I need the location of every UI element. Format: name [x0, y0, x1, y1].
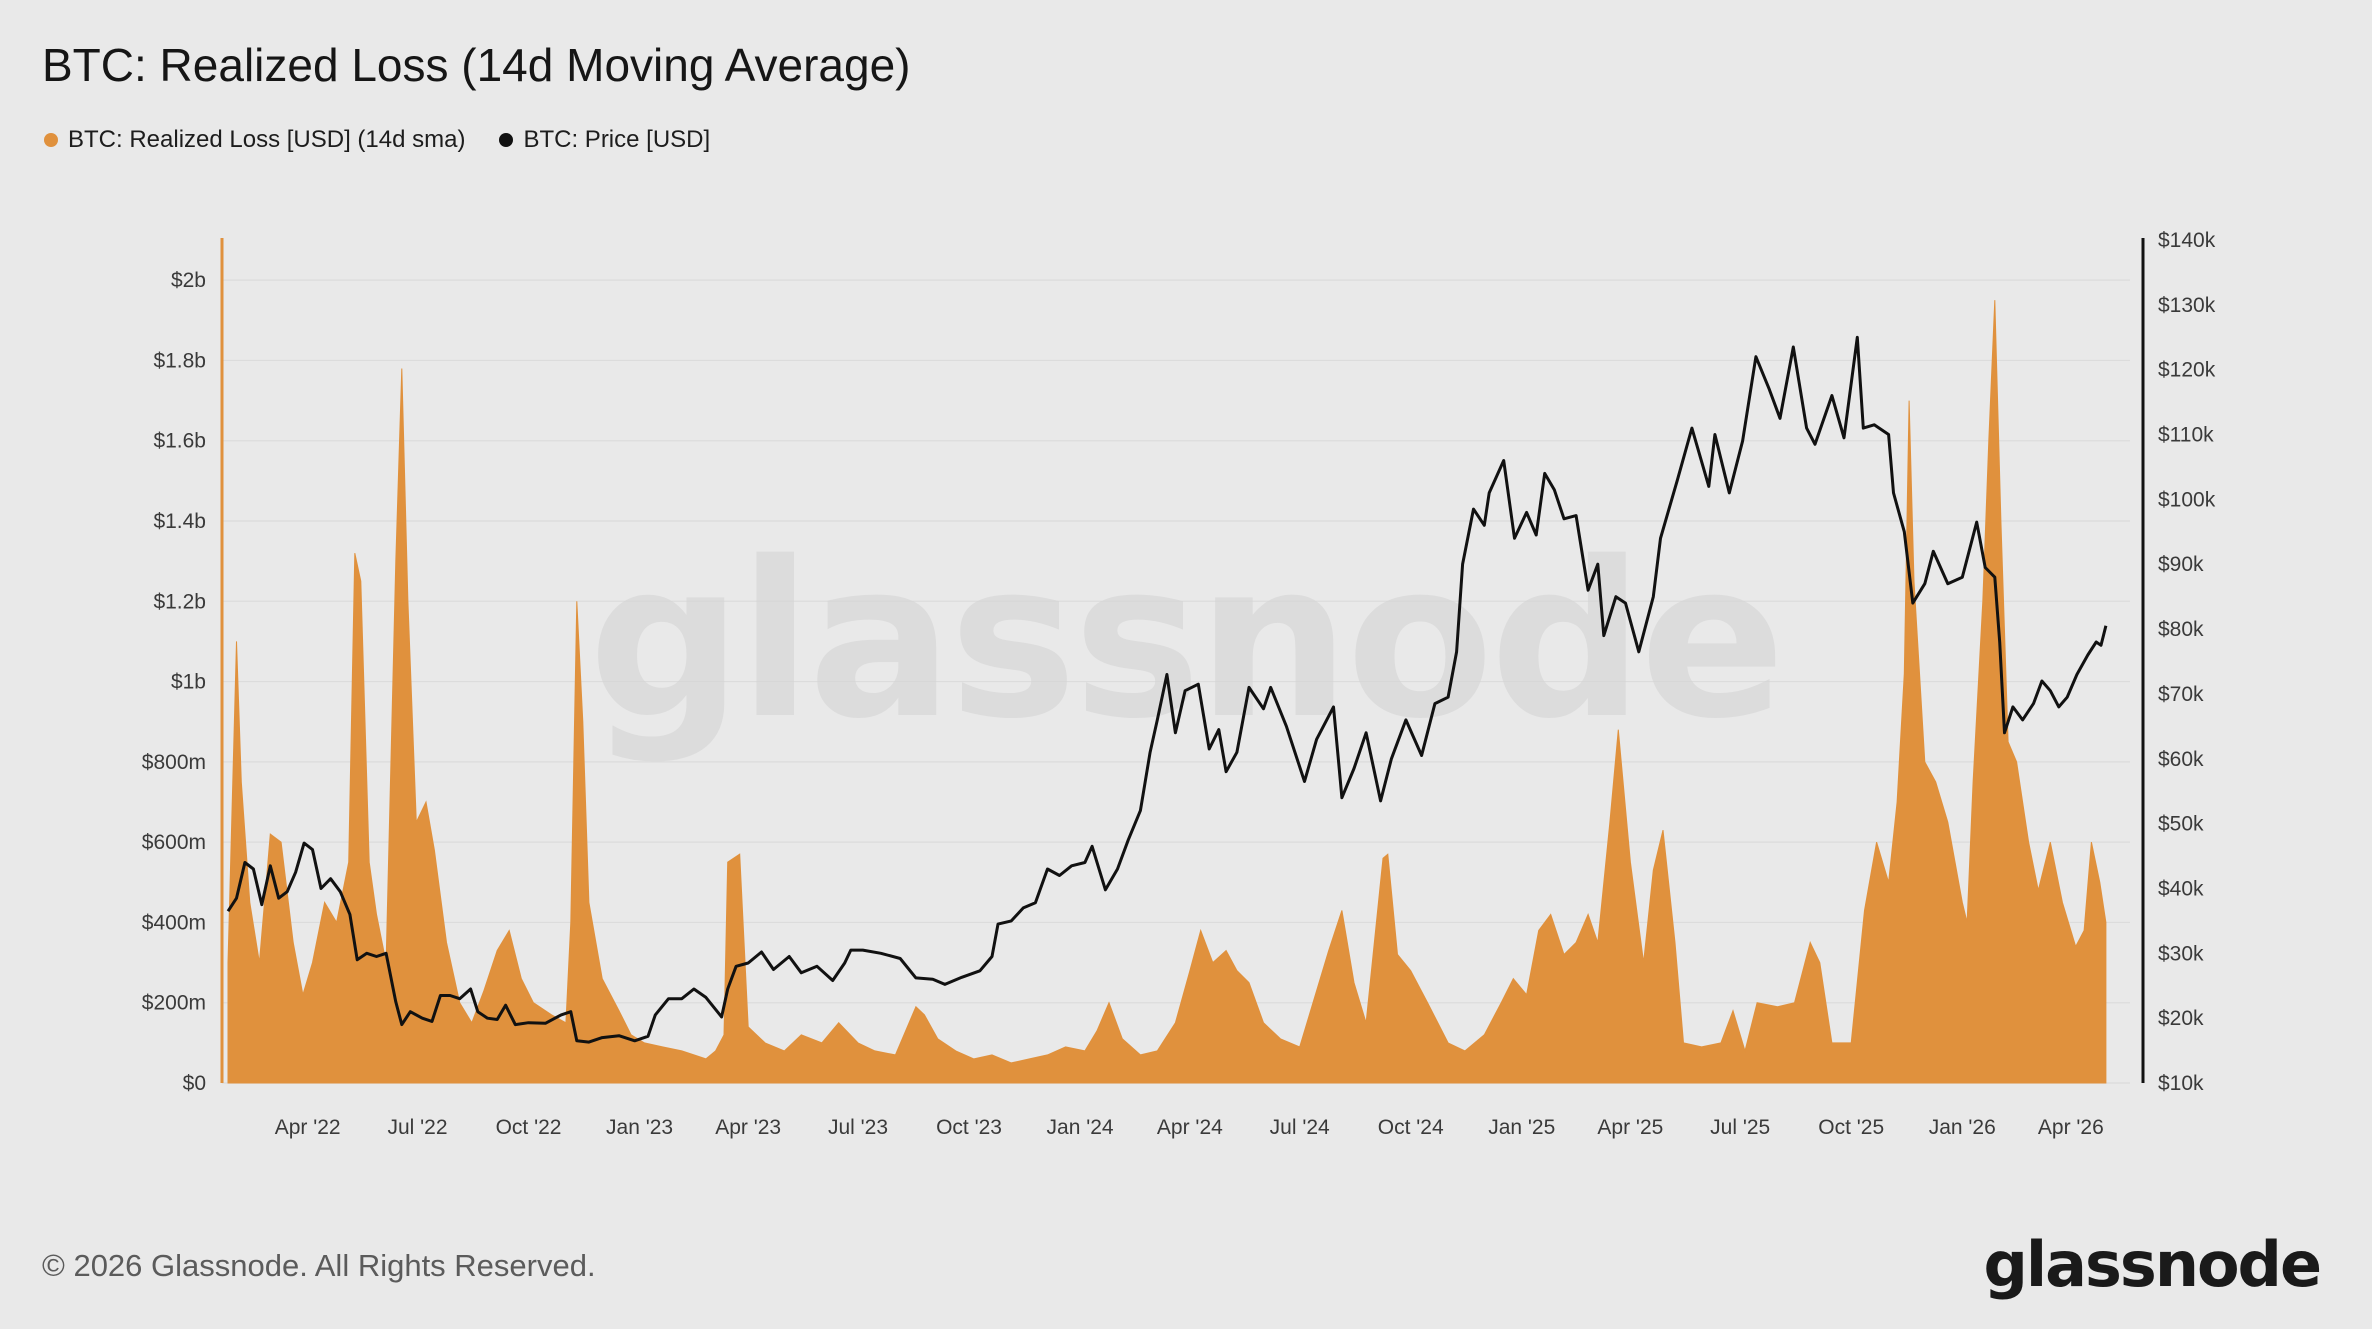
chart-legend: BTC: Realized Loss [USD] (14d sma) BTC: …: [44, 126, 710, 154]
x-tick-label: Jul '23: [828, 1116, 888, 1139]
left-tick-label: $2b: [171, 269, 206, 292]
price-series: [226, 335, 2108, 1044]
left-tick-label: $200m: [142, 992, 206, 1015]
right-tick-label: $140k: [2158, 229, 2216, 252]
right-tick-label: $50k: [2158, 813, 2204, 836]
x-tick-label: Oct '22: [496, 1116, 562, 1139]
x-tick-label: Oct '25: [1818, 1116, 1884, 1139]
left-tick-label: $600m: [142, 831, 206, 854]
right-tick-label: $80k: [2158, 618, 2204, 641]
right-tick-label: $110k: [2158, 424, 2214, 447]
left-tick-label: $1.8b: [153, 349, 206, 372]
left-tick-label: $1b: [171, 671, 206, 694]
right-tick-label: $30k: [2158, 942, 2204, 965]
x-tick-label: Oct '24: [1378, 1116, 1444, 1139]
x-axis-ticks: Apr '22 Jul '22 Oct '22 Jan '23 Apr '23 Jul '…: [275, 1116, 2104, 1139]
left-axis-ticks: $0 $200m $400m $600m $800m $1b $1.2b $1.4b $1.6b…: [142, 269, 206, 1095]
legend-swatch-price: [499, 133, 514, 147]
left-tick-label: $800m: [142, 751, 206, 774]
right-axis-ticks: $10k $20k $30k $40k $50k $60k $70k $80k $90k $100…: [2158, 229, 2216, 1095]
x-tick-label: Jul '24: [1270, 1116, 1330, 1139]
x-tick-label: Apr '22: [275, 1116, 341, 1139]
right-tick-label: $120k: [2158, 359, 2216, 382]
chart-title: BTC: Realized Loss (14d Moving Average): [42, 39, 911, 91]
legend-label-realized-loss: BTC: Realized Loss [USD] (14d sma): [68, 126, 466, 153]
left-tick-label: $1.2b: [153, 590, 206, 613]
right-tick-label: $130k: [2158, 294, 2216, 317]
glassnode-logo: glassnode: [1983, 1228, 2322, 1301]
x-tick-label: Jan '24: [1047, 1116, 1114, 1139]
right-tick-label: $70k: [2158, 683, 2204, 706]
x-tick-label: Oct '23: [936, 1116, 1002, 1139]
legend-label-price: BTC: Price [USD]: [523, 126, 711, 153]
legend-item-price[interactable]: BTC: Price [USD]: [499, 126, 710, 154]
realized-loss-area: [227, 300, 2107, 1084]
x-tick-label: Jan '25: [1488, 1116, 1555, 1139]
x-tick-label: Jan '23: [606, 1116, 673, 1139]
left-tick-label: $0: [183, 1072, 206, 1095]
left-tick-label: $1.6b: [153, 430, 206, 453]
realized-loss-series: [227, 300, 2107, 1084]
x-tick-label: Apr '25: [1597, 1116, 1663, 1139]
price-line: [226, 335, 2108, 1044]
right-tick-label: $10k: [2158, 1072, 2204, 1095]
right-tick-label: $100k: [2158, 488, 2216, 511]
right-tick-label: $90k: [2158, 553, 2204, 576]
right-tick-label: $60k: [2158, 748, 2204, 771]
axes: [220, 238, 2145, 1083]
x-tick-label: Jan '26: [1929, 1116, 1996, 1139]
left-tick-label: $400m: [142, 911, 206, 934]
x-tick-label: Apr '24: [1157, 1116, 1223, 1139]
right-tick-label: $20k: [2158, 1007, 2204, 1030]
x-tick-label: Jul '25: [1710, 1116, 1770, 1139]
x-tick-label: Apr '23: [715, 1116, 781, 1139]
x-tick-label: Jul '22: [387, 1116, 447, 1139]
right-tick-label: $40k: [2158, 877, 2204, 900]
legend-swatch-realized-loss: [44, 133, 58, 147]
x-tick-label: Apr '26: [2038, 1116, 2104, 1139]
legend-item-realized-loss[interactable]: BTC: Realized Loss [USD] (14d sma): [44, 126, 465, 154]
watermark: glassnode: [588, 515, 1781, 766]
left-tick-label: $1.4b: [153, 510, 206, 533]
copyright-footer: © 2026 Glassnode. All Rights Reserved.: [42, 1248, 596, 1283]
